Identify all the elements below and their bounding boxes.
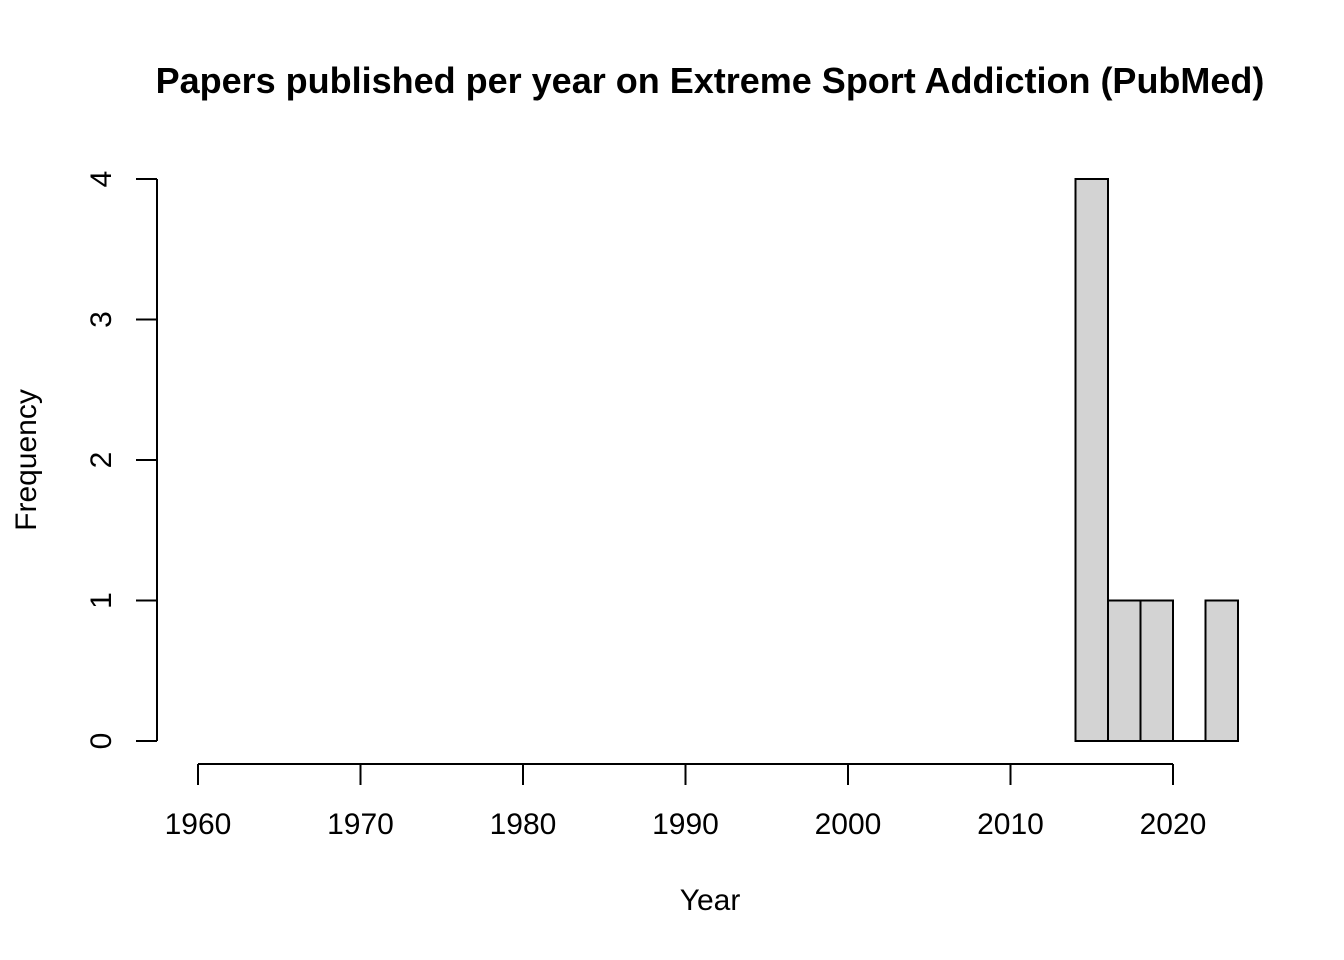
y-tick-label: 0 [85, 733, 118, 750]
x-axis-label: Year [680, 884, 741, 917]
chart-title: Papers published per year on Extreme Spo… [156, 60, 1265, 101]
histogram-bar [1074, 178, 1109, 742]
x-tick-label: 2010 [977, 808, 1044, 841]
x-tick-label: 2000 [815, 808, 882, 841]
x-tick-label: 1980 [490, 808, 557, 841]
y-tick-label: 2 [85, 452, 118, 469]
x-tick-label: 1960 [165, 808, 232, 841]
y-axis-label: Frequency [10, 389, 43, 531]
bars-group [1074, 178, 1239, 742]
histogram-bar [1204, 599, 1239, 742]
x-tick-label: 2020 [1140, 808, 1207, 841]
y-axis: 0 1 2 3 4 [85, 171, 158, 750]
x-axis: 1960 1970 1980 1990 2000 2010 2020 [165, 763, 1207, 841]
y-tick-label: 4 [85, 171, 118, 188]
histogram-bar [1107, 599, 1142, 742]
histogram-bar [1139, 599, 1174, 742]
y-tick-label: 1 [85, 592, 118, 609]
y-tick-label: 3 [85, 311, 118, 328]
x-tick-label: 1970 [327, 808, 394, 841]
x-tick-label: 1990 [652, 808, 719, 841]
